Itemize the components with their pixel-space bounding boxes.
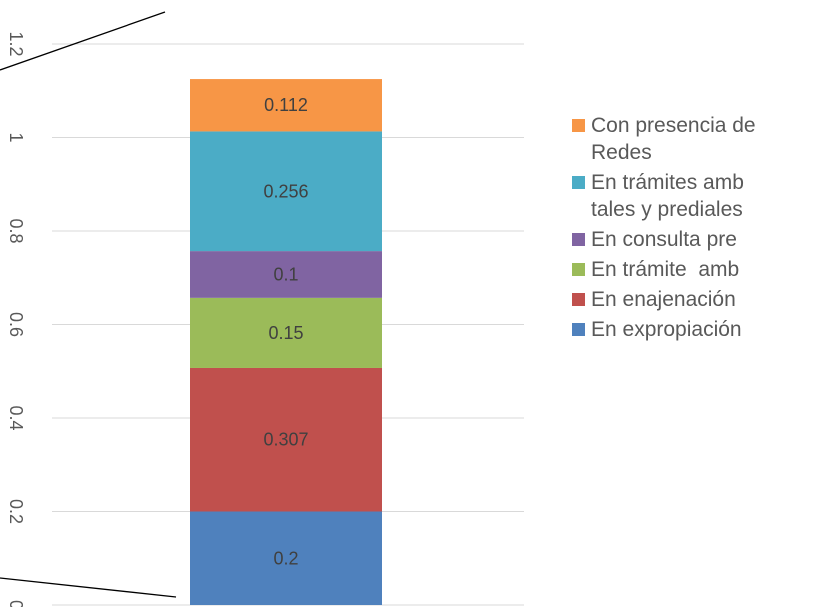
legend-item: En expropiación: [572, 316, 815, 343]
legend-item: En trámite amb: [572, 256, 815, 283]
legend-swatch: [572, 323, 585, 336]
bar-segment: [190, 297, 382, 368]
y-tick-label: 1.2: [6, 31, 26, 56]
y-tick-label: 0.6: [6, 312, 26, 337]
legend-swatch: [572, 263, 585, 276]
legend-item: En consulta pre: [572, 226, 815, 253]
legend-swatch: [572, 293, 585, 306]
leader-line: [0, 11, 166, 71]
y-tick-label: 0.8: [6, 218, 26, 243]
legend-label: En trámite amb: [591, 258, 740, 281]
bar-value-label: 0.15: [268, 323, 303, 343]
legend: Con presencia de Redes En trámites amb ta…: [572, 112, 815, 346]
y-tick-label: 0.2: [6, 499, 26, 524]
bar-segment: [190, 251, 382, 298]
legend-label: Con presencia de Redes: [591, 114, 756, 164]
legend-item: En enajenación: [572, 286, 815, 313]
legend-item: En trámites amb tales y prediales: [572, 169, 815, 223]
bar-value-label: 0.256: [263, 181, 308, 201]
bar-value-label: 0.112: [264, 95, 308, 115]
legend-swatch: [572, 119, 585, 132]
y-tick-label: 0: [6, 600, 26, 607]
legend-swatch: [572, 233, 585, 246]
bar-value-label: 0.1: [273, 264, 298, 284]
legend-item: Con presencia de Redes: [572, 112, 815, 166]
leader-line: [0, 577, 177, 598]
bar-segment: [190, 131, 382, 252]
y-tick-label: 1: [6, 132, 26, 142]
legend-swatch: [572, 176, 585, 189]
legend-label: En consulta pre: [591, 228, 737, 251]
legend-label: En enajenación: [591, 288, 736, 311]
y-tick-label: 0.4: [6, 405, 26, 430]
bar-value-label: 0.2: [273, 548, 298, 568]
bar-segment: [190, 511, 382, 605]
legend-label: En trámites amb tales y prediales: [591, 171, 744, 221]
bar-value-label: 0.307: [263, 430, 308, 450]
bar-segment: [190, 79, 382, 132]
bar-segment: [190, 367, 382, 512]
legend-label: En expropiación: [591, 318, 742, 341]
